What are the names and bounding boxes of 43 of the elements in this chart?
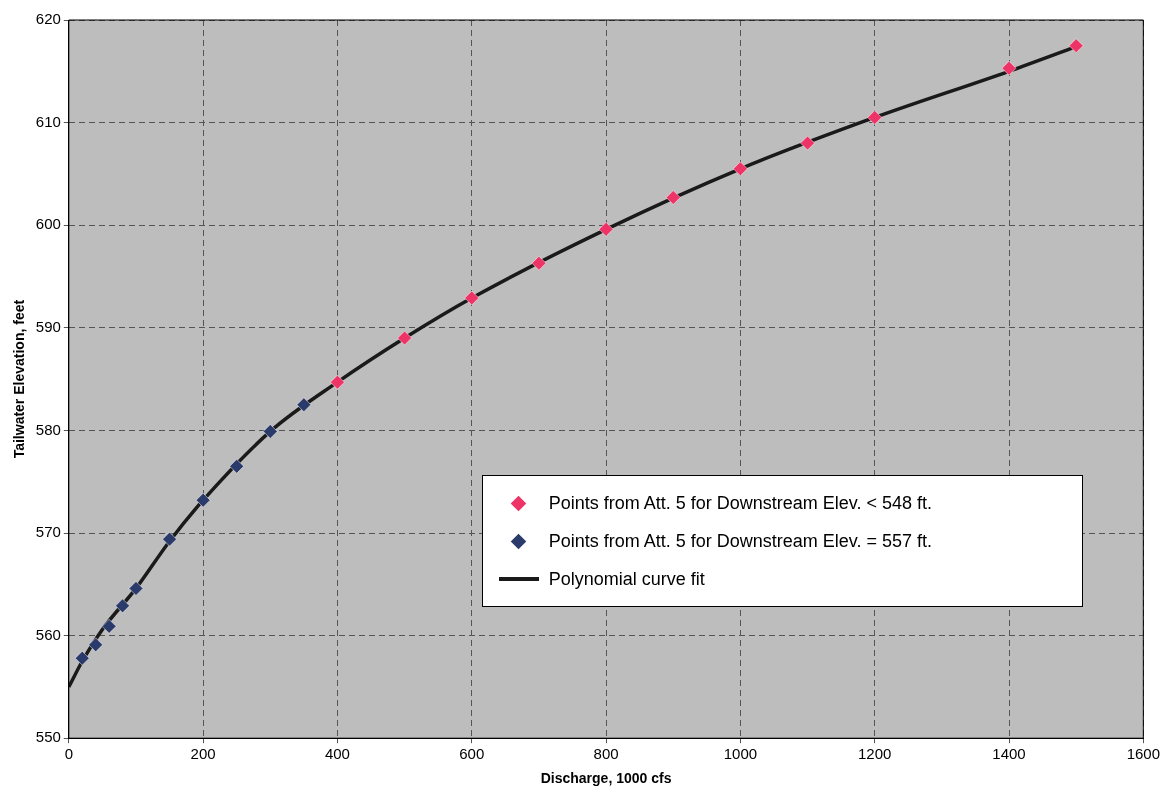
- y-tick-label: 620: [35, 10, 61, 28]
- x-tick-label: 1000: [723, 745, 758, 763]
- x-tick-label: 400: [324, 745, 350, 763]
- point: [88, 637, 103, 653]
- x-tick-label: 0: [64, 745, 73, 763]
- point: [531, 255, 547, 271]
- point: [128, 581, 144, 596]
- point: [464, 290, 480, 306]
- point: [665, 190, 681, 205]
- legend-label: Polynomial curve fit: [548, 568, 705, 590]
- y-axis-title: Tailwater Elevation, feet: [11, 299, 28, 459]
- x-tick-label: 600: [459, 745, 485, 763]
- x-tick-label: 800: [593, 745, 619, 763]
- y-tick-label: 560: [35, 625, 61, 643]
- y-tick-label: 580: [35, 420, 61, 438]
- point: [75, 650, 90, 666]
- point: [397, 330, 412, 346]
- point: [1001, 60, 1017, 76]
- legend-label: Points from Att. 5 for Downstream Elev. < 548 ft.: [548, 492, 932, 514]
- point: [330, 374, 345, 390]
- point: [229, 459, 244, 474]
- x-tick-label: 1400: [992, 745, 1026, 763]
- point: [1068, 38, 1084, 53]
- y-tick-label: 570: [35, 523, 61, 541]
- point: [162, 531, 177, 547]
- legend-label: Points from Att. 5 for Downstream Elev. = 557 ft.: [548, 530, 932, 552]
- point: [195, 492, 211, 508]
- y-tick-label: 600: [35, 215, 61, 233]
- y-tick-label: 550: [35, 728, 61, 746]
- y-tick-label: 610: [35, 112, 61, 130]
- x-tick-label: 1200: [858, 745, 892, 763]
- point: [263, 424, 278, 439]
- point: [115, 598, 130, 614]
- point: [101, 619, 117, 634]
- point: [733, 161, 748, 177]
- y-tick-label: 590: [35, 317, 61, 335]
- point: [296, 397, 312, 412]
- point: [598, 222, 614, 237]
- point: [800, 135, 815, 151]
- x-axis-title: Discharge, 1000 cfs: [540, 770, 672, 787]
- x-tick-label: 1600: [1126, 745, 1160, 763]
- point: [867, 110, 882, 125]
- x-tick-label: 200: [190, 745, 216, 763]
